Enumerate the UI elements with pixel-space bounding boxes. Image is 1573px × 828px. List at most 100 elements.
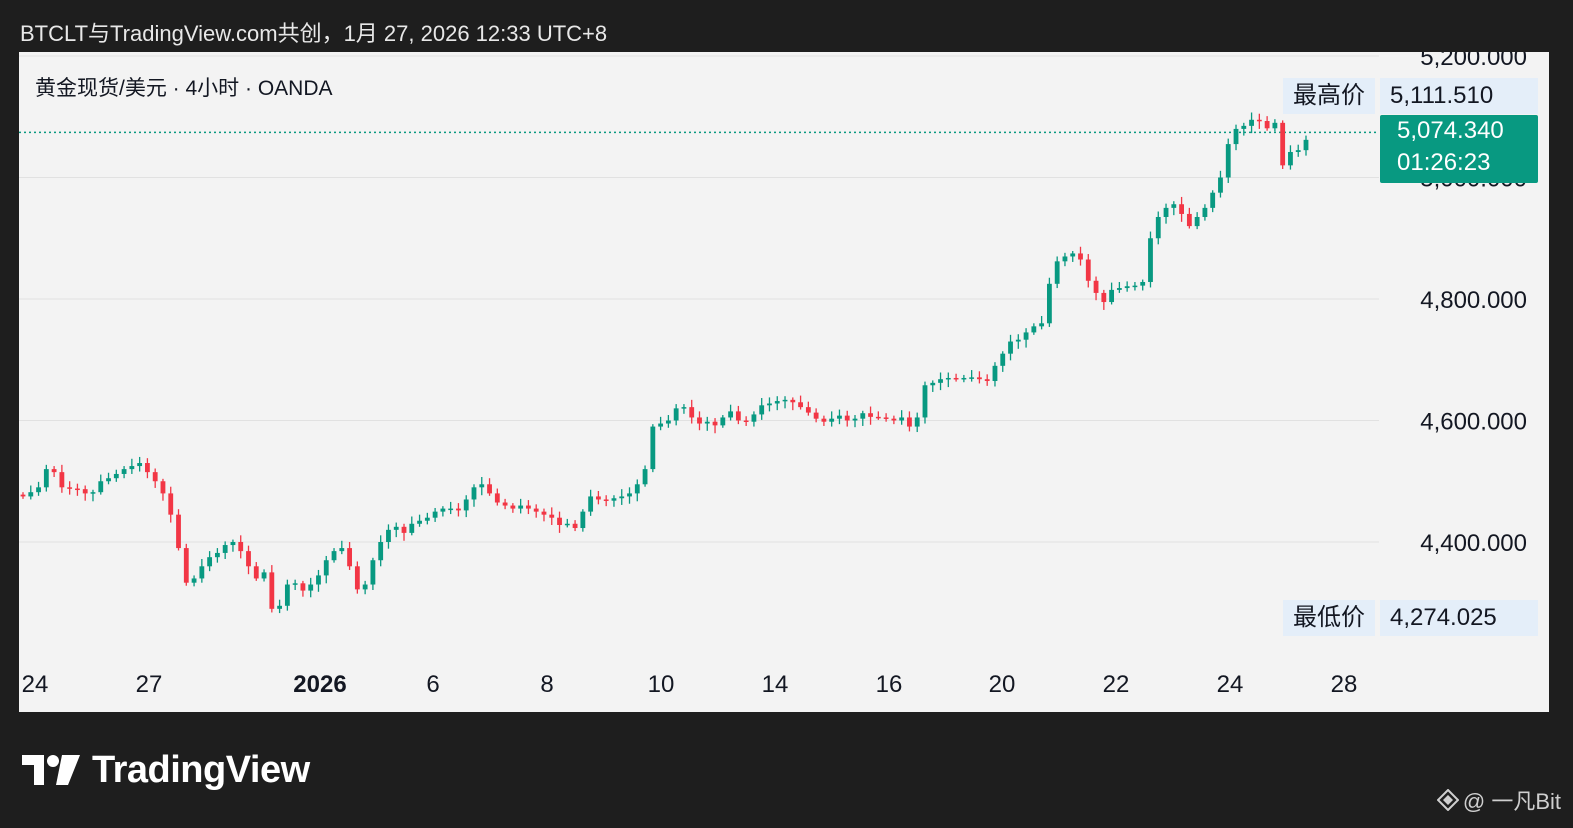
candle[interactable] — [1186, 207, 1192, 229]
candle[interactable] — [222, 541, 228, 560]
candle[interactable] — [269, 565, 275, 613]
candle[interactable] — [1046, 277, 1052, 327]
candle[interactable] — [386, 524, 391, 549]
candle[interactable] — [1202, 204, 1208, 221]
candle[interactable] — [67, 481, 73, 495]
candle[interactable] — [440, 506, 446, 517]
candle[interactable] — [1070, 251, 1076, 262]
candle[interactable] — [665, 415, 671, 428]
candle[interactable] — [316, 569, 321, 592]
candle[interactable] — [922, 381, 928, 424]
candle[interactable] — [883, 413, 889, 422]
candle[interactable] — [977, 371, 982, 384]
candle[interactable] — [246, 545, 251, 575]
candle[interactable] — [611, 495, 617, 507]
candle[interactable] — [1116, 281, 1122, 293]
candle[interactable] — [36, 481, 41, 496]
candle[interactable] — [961, 374, 967, 383]
candle[interactable] — [588, 489, 594, 516]
candle[interactable] — [1303, 135, 1309, 156]
candle[interactable] — [199, 559, 205, 583]
candle[interactable] — [938, 372, 943, 391]
candle[interactable] — [432, 507, 438, 522]
tradingview-logo[interactable]: TradingView — [22, 748, 310, 792]
candle[interactable] — [1218, 170, 1223, 198]
candle[interactable] — [1225, 138, 1231, 183]
candle[interactable] — [43, 464, 49, 492]
candle[interactable] — [502, 498, 508, 510]
candle[interactable] — [751, 411, 757, 427]
candle[interactable] — [526, 500, 531, 515]
candle[interactable] — [471, 484, 477, 507]
candle[interactable] — [907, 411, 912, 432]
candle[interactable] — [106, 472, 111, 485]
candle[interactable] — [541, 508, 547, 522]
candle[interactable] — [564, 518, 570, 528]
candle[interactable] — [743, 416, 749, 426]
candle[interactable] — [1288, 145, 1293, 170]
candle[interactable] — [891, 415, 897, 425]
candle[interactable] — [1272, 119, 1278, 132]
candle[interactable] — [1179, 196, 1184, 222]
candle[interactable] — [899, 410, 905, 425]
candle[interactable] — [603, 495, 609, 507]
candle[interactable] — [277, 599, 283, 614]
candle[interactable] — [90, 489, 96, 502]
candle[interactable] — [1124, 281, 1130, 292]
candle[interactable] — [821, 415, 827, 426]
candle[interactable] — [51, 466, 57, 477]
candle[interactable] — [129, 458, 135, 474]
candle[interactable] — [1093, 276, 1099, 301]
candle[interactable] — [98, 474, 104, 495]
candle[interactable] — [487, 478, 492, 496]
candle[interactable] — [59, 464, 65, 493]
candle[interactable] — [720, 415, 726, 428]
candle[interactable] — [75, 483, 80, 496]
candle[interactable] — [704, 416, 710, 431]
candle[interactable] — [1233, 124, 1239, 151]
candle[interactable] — [681, 404, 687, 414]
candle[interactable] — [798, 395, 803, 410]
candle[interactable] — [284, 579, 290, 611]
candle[interactable] — [642, 465, 648, 487]
candle[interactable] — [137, 456, 143, 472]
candle[interactable] — [1155, 211, 1161, 245]
candle[interactable] — [875, 411, 881, 420]
candle[interactable] — [1249, 112, 1254, 134]
candle[interactable] — [417, 514, 422, 527]
candle[interactable] — [767, 397, 772, 412]
candle[interactable] — [627, 487, 632, 504]
candle[interactable] — [378, 535, 384, 567]
candle[interactable] — [860, 410, 866, 426]
candle[interactable] — [510, 503, 516, 513]
candle[interactable] — [339, 540, 345, 555]
candle[interactable] — [634, 479, 640, 502]
candle[interactable] — [456, 503, 461, 517]
candle[interactable] — [393, 522, 399, 538]
candle[interactable] — [518, 498, 524, 514]
candle[interactable] — [479, 476, 485, 496]
candle[interactable] — [844, 410, 850, 427]
candle[interactable] — [463, 495, 469, 518]
candle[interactable] — [424, 512, 430, 525]
candle[interactable] — [813, 408, 819, 423]
candle[interactable] — [1101, 289, 1107, 310]
candle[interactable] — [1062, 252, 1068, 267]
candle[interactable] — [533, 504, 539, 518]
candle[interactable] — [650, 424, 656, 473]
candle[interactable] — [1008, 334, 1013, 361]
candle[interactable] — [1140, 279, 1146, 291]
candle[interactable] — [1295, 144, 1301, 157]
candle[interactable] — [930, 380, 936, 392]
candle[interactable] — [207, 551, 213, 572]
candle[interactable] — [868, 406, 873, 425]
candle[interactable] — [214, 548, 220, 563]
candle[interactable] — [1241, 122, 1247, 136]
candle[interactable] — [323, 555, 329, 584]
candle[interactable] — [448, 501, 454, 515]
candle[interactable] — [1256, 113, 1262, 129]
candle[interactable] — [191, 575, 197, 587]
candle[interactable] — [837, 409, 842, 425]
candle[interactable] — [658, 416, 664, 431]
candle[interactable] — [292, 579, 298, 590]
